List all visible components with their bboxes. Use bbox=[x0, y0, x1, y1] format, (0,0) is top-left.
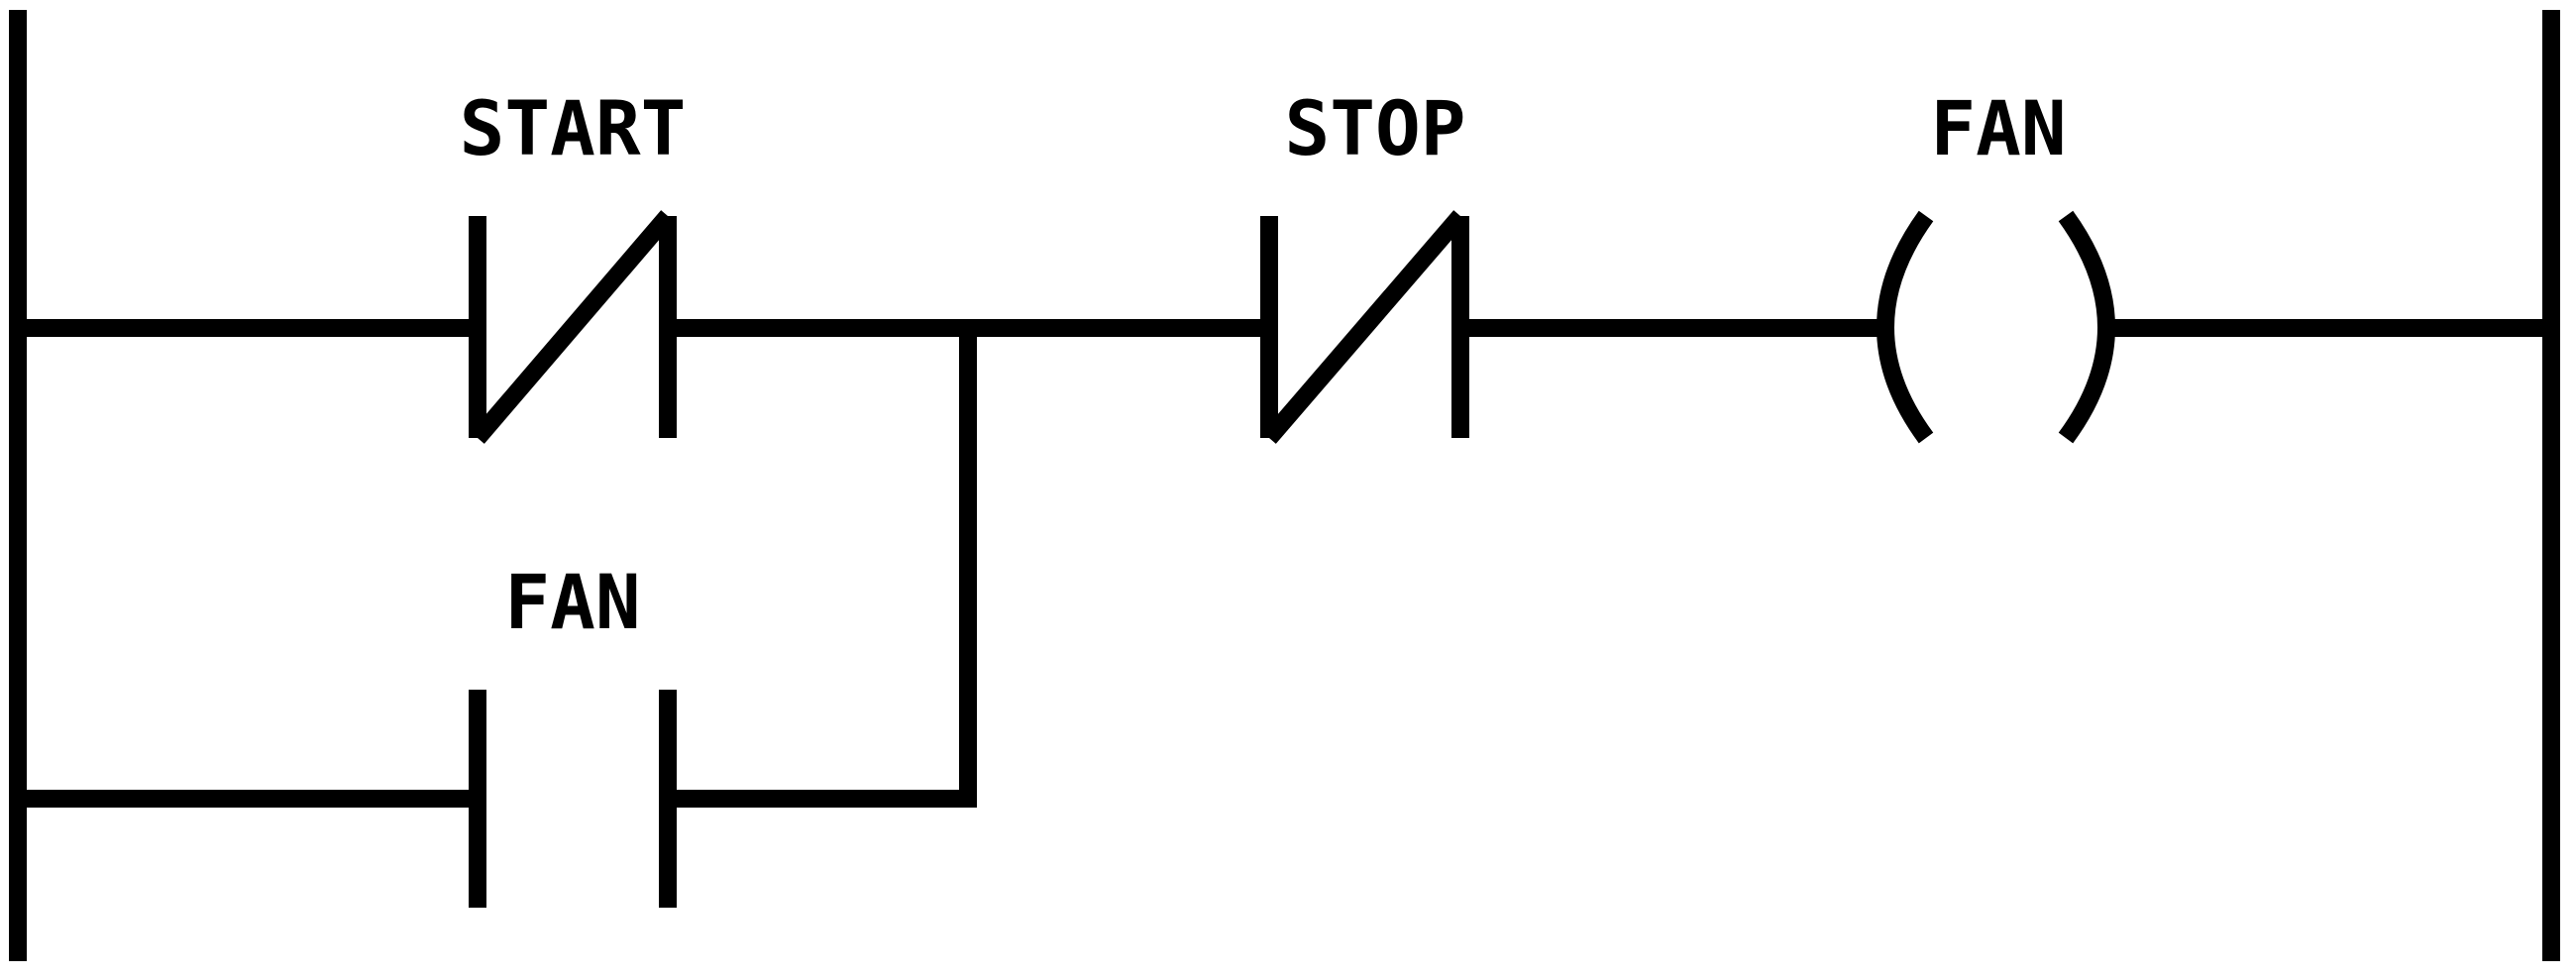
coil-label: FAN bbox=[1930, 84, 2066, 172]
fan-contact-label: FAN bbox=[504, 558, 640, 646]
branch-wire-return bbox=[668, 328, 977, 808]
stop-contact-slash bbox=[1262, 210, 1467, 444]
start-contact-label: START bbox=[460, 84, 687, 172]
stop-nc-contact bbox=[1260, 210, 1469, 444]
fan-no-contact bbox=[469, 690, 677, 908]
coil-right-arc bbox=[2058, 210, 2115, 444]
fan-output-coil bbox=[1877, 210, 2115, 444]
stop-contact-label: STOP bbox=[1284, 84, 1465, 172]
start-contact-slash bbox=[471, 210, 675, 444]
start-nc-contact bbox=[469, 210, 677, 444]
coil-left-arc bbox=[1877, 210, 1934, 444]
